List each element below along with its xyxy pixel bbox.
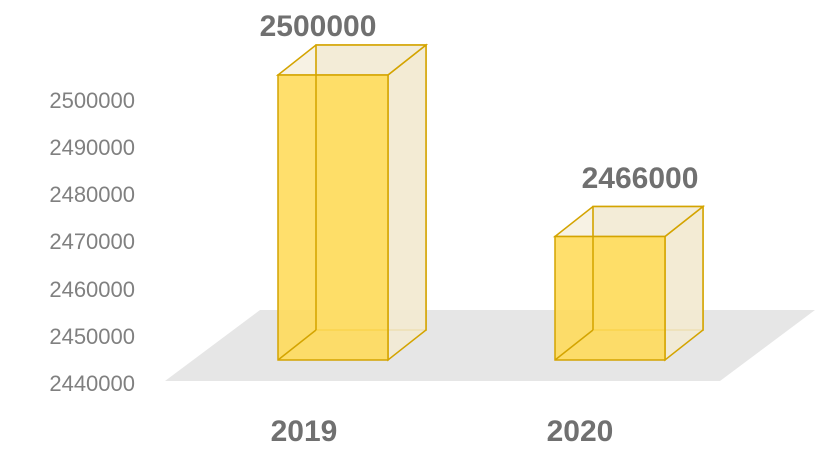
bars (275, 43, 706, 362)
bar-edge-line (554, 329, 594, 361)
data-label-2019: 2500000 (260, 10, 377, 43)
category-label-2020: 2020 (547, 415, 614, 448)
bar-2019 (275, 43, 429, 362)
y-tick-label: 2490000 (49, 135, 135, 160)
y-tick-label: 2450000 (49, 324, 135, 349)
chart-floor-layer (165, 310, 815, 381)
chart-floor (165, 310, 815, 381)
data-label-2020: 2466000 (582, 162, 699, 195)
x-axis-categories: 2019 2020 (271, 415, 614, 448)
y-tick-label: 2440000 (49, 371, 135, 396)
data-labels: 2500000 2466000 (260, 10, 699, 195)
category-label-2019: 2019 (271, 415, 338, 448)
y-tick-label: 2460000 (49, 277, 135, 302)
bar-front-face (554, 235, 666, 361)
bar-2020 (552, 204, 706, 362)
y-axis-ticks: 2500000 2490000 2480000 2470000 2460000 … (49, 88, 135, 396)
y-tick-label: 2500000 (49, 88, 135, 113)
y-tick-label: 2470000 (49, 229, 135, 254)
bar-edge-line (277, 329, 317, 361)
bar-front-face (277, 74, 389, 361)
y-tick-label: 2480000 (49, 182, 135, 207)
bar-side-face (387, 43, 427, 362)
